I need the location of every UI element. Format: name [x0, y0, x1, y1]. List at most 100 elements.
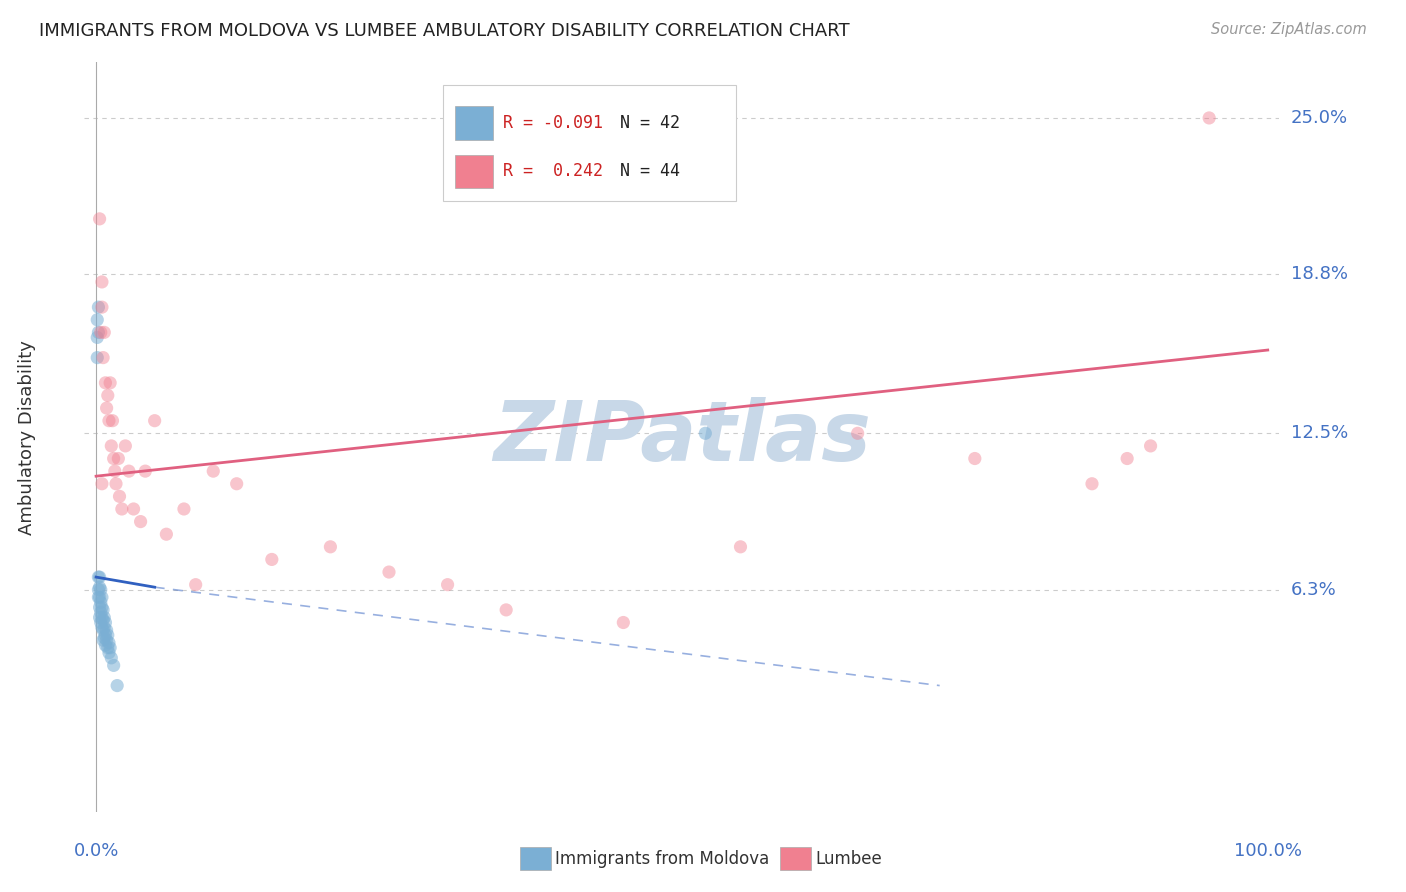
- Point: [134, 464, 156, 478]
- Point: [105, 476, 127, 491]
- Point: [143, 414, 166, 428]
- Text: 6.3%: 6.3%: [1291, 581, 1336, 599]
- Point: [90, 595, 112, 609]
- Point: [90, 591, 114, 605]
- Point: [90, 476, 114, 491]
- Point: [96, 401, 118, 415]
- Point: [90, 615, 112, 630]
- Point: [97, 388, 120, 402]
- Point: [846, 426, 869, 441]
- Point: [87, 300, 110, 314]
- Text: IMMIGRANTS FROM MOLDOVA VS LUMBEE AMBULATORY DISABILITY CORRELATION CHART: IMMIGRANTS FROM MOLDOVA VS LUMBEE AMBULA…: [39, 22, 851, 40]
- Point: [93, 610, 115, 624]
- Point: [378, 565, 401, 579]
- Point: [98, 636, 120, 650]
- Point: [114, 439, 136, 453]
- Point: [96, 623, 118, 637]
- Point: [108, 489, 131, 503]
- Point: [612, 615, 634, 630]
- Point: [90, 326, 112, 340]
- Text: R =  0.242: R = 0.242: [503, 162, 603, 180]
- Point: [90, 582, 112, 597]
- Point: [129, 515, 152, 529]
- Point: [107, 451, 129, 466]
- Point: [1198, 111, 1220, 125]
- Point: [89, 211, 111, 226]
- Point: [90, 300, 114, 314]
- Text: 25.0%: 25.0%: [1291, 109, 1348, 127]
- Point: [100, 439, 122, 453]
- Point: [94, 628, 117, 642]
- Point: [90, 621, 114, 635]
- Point: [97, 628, 120, 642]
- Point: [94, 615, 117, 630]
- Text: 100.0%: 100.0%: [1233, 842, 1302, 860]
- Point: [319, 540, 342, 554]
- Point: [90, 606, 112, 620]
- Point: [89, 600, 111, 615]
- Point: [89, 610, 111, 624]
- Text: Ambulatory Disability: Ambulatory Disability: [18, 340, 37, 534]
- Point: [90, 600, 114, 615]
- Point: [963, 451, 986, 466]
- Point: [695, 426, 717, 441]
- Point: [87, 570, 110, 584]
- Text: Immigrants from Moldova: Immigrants from Moldova: [555, 850, 769, 868]
- Point: [1116, 451, 1139, 466]
- Text: ZIPatlas: ZIPatlas: [494, 397, 870, 477]
- Point: [118, 464, 141, 478]
- Point: [93, 621, 115, 635]
- Point: [87, 591, 110, 605]
- Point: [86, 351, 108, 365]
- Point: [86, 330, 108, 344]
- Point: [173, 502, 195, 516]
- Point: [1139, 439, 1161, 453]
- Point: [202, 464, 225, 478]
- FancyBboxPatch shape: [443, 85, 735, 201]
- Text: Lumbee: Lumbee: [815, 850, 882, 868]
- Point: [155, 527, 177, 541]
- Bar: [456, 106, 494, 140]
- Point: [105, 679, 128, 693]
- Bar: [456, 154, 494, 188]
- Point: [86, 312, 108, 326]
- Point: [98, 646, 120, 660]
- Point: [91, 623, 114, 637]
- Point: [104, 464, 127, 478]
- Point: [89, 580, 111, 594]
- Point: [90, 275, 114, 289]
- Point: [225, 476, 247, 491]
- Text: N = 42: N = 42: [620, 114, 679, 132]
- Point: [87, 582, 110, 597]
- Point: [436, 577, 458, 591]
- Text: 0.0%: 0.0%: [73, 842, 118, 860]
- Point: [100, 650, 122, 665]
- Text: Source: ZipAtlas.com: Source: ZipAtlas.com: [1211, 22, 1367, 37]
- Point: [89, 570, 111, 584]
- Point: [93, 326, 115, 340]
- Point: [495, 603, 517, 617]
- Point: [98, 414, 120, 428]
- Point: [101, 414, 124, 428]
- Point: [103, 658, 125, 673]
- Point: [98, 376, 121, 390]
- Text: R = -0.091: R = -0.091: [503, 114, 603, 132]
- Point: [122, 502, 145, 516]
- Point: [91, 351, 114, 365]
- Point: [94, 376, 117, 390]
- Point: [184, 577, 207, 591]
- Point: [260, 552, 283, 566]
- Point: [90, 610, 114, 624]
- Point: [98, 640, 121, 655]
- Text: 18.8%: 18.8%: [1291, 265, 1347, 284]
- Point: [111, 502, 134, 516]
- Text: 12.5%: 12.5%: [1291, 425, 1348, 442]
- Point: [103, 451, 125, 466]
- Point: [91, 613, 114, 627]
- Point: [96, 633, 118, 648]
- Point: [87, 326, 110, 340]
- Text: N = 44: N = 44: [620, 162, 679, 180]
- Point: [91, 633, 114, 648]
- Point: [89, 591, 111, 605]
- Point: [93, 631, 115, 645]
